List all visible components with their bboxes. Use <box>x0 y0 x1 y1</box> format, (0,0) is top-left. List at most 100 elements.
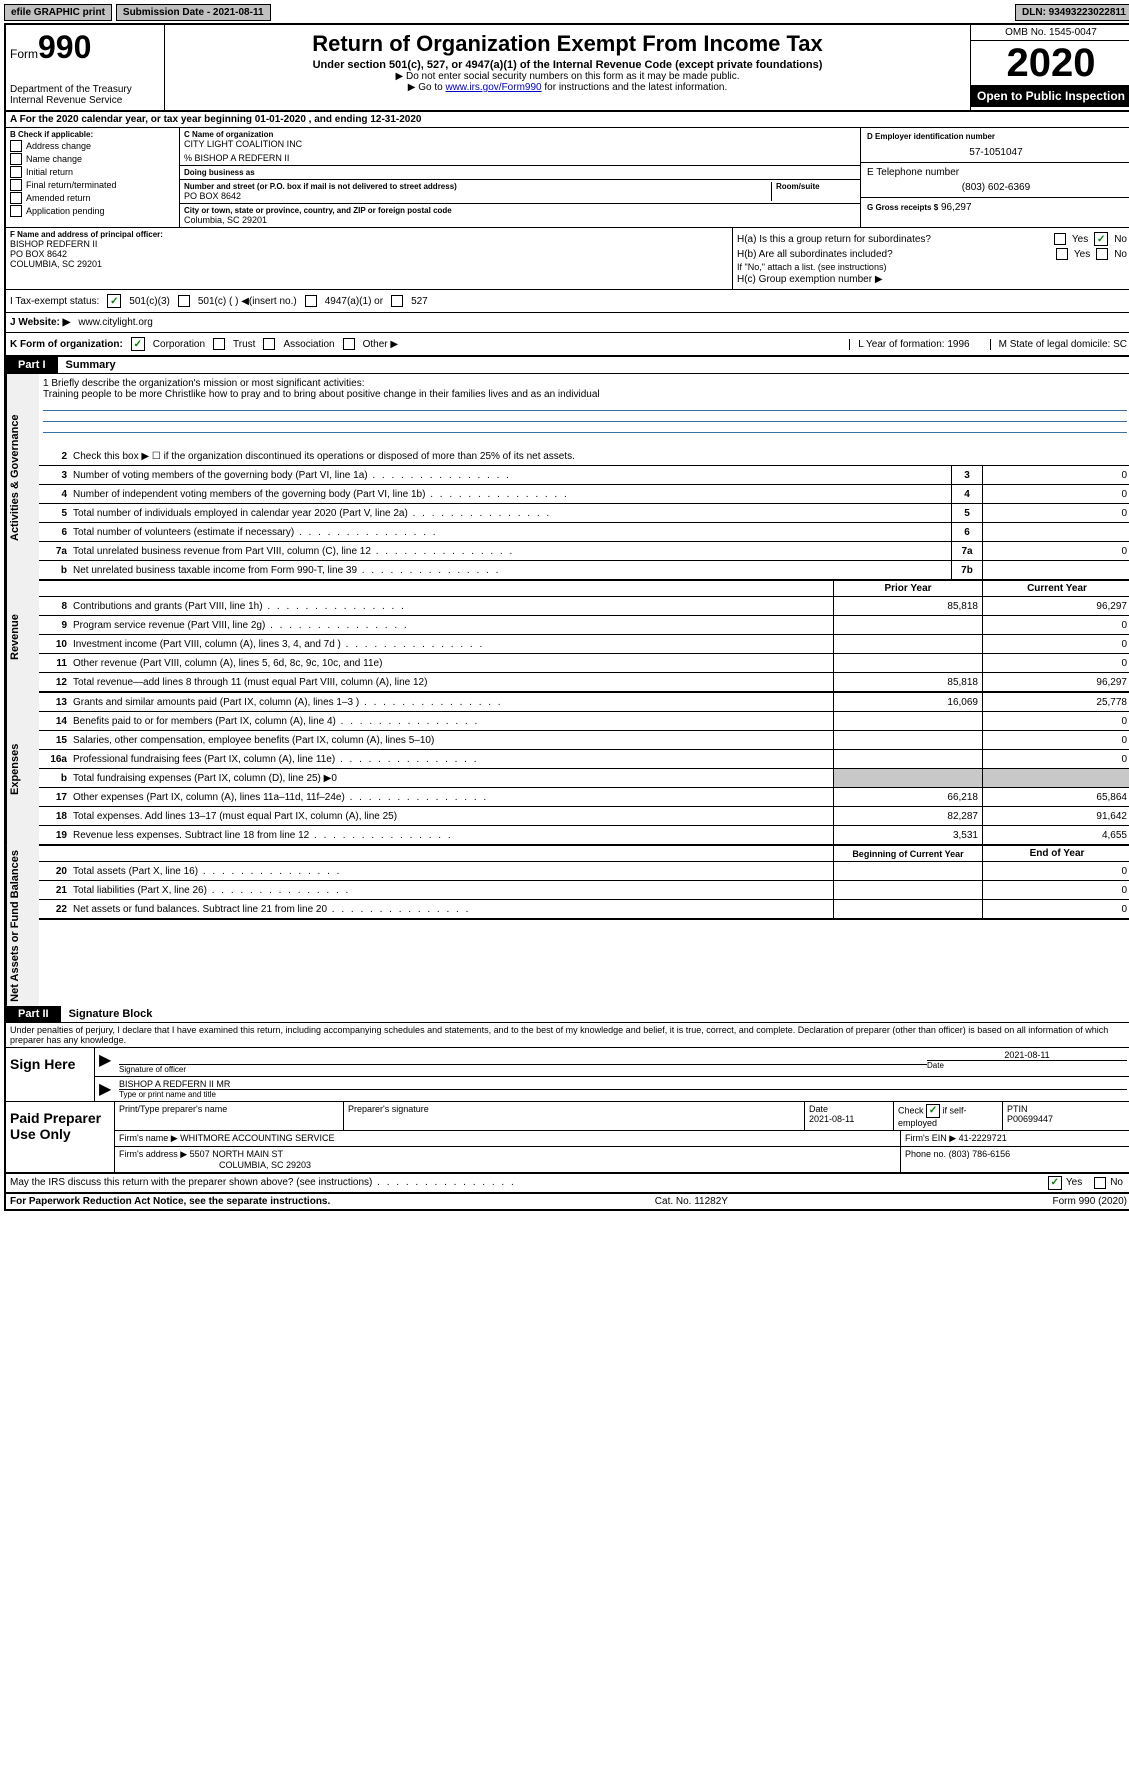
c11: 0 <box>982 654 1129 672</box>
line-8: Contributions and grants (Part VIII, lin… <box>69 599 833 614</box>
box-b: B Check if applicable: Address change Na… <box>6 128 180 227</box>
instructions-link[interactable]: www.irs.gov/Form990 <box>445 82 541 93</box>
chk-other[interactable] <box>343 338 355 350</box>
dba-label: Doing business as <box>184 168 856 177</box>
line-15: Salaries, other compensation, employee b… <box>69 733 833 748</box>
gross-label: G Gross receipts $ <box>867 203 938 212</box>
chk-corp[interactable]: ✓ <box>131 337 145 351</box>
col-beginning: Beginning of Current Year <box>833 846 982 861</box>
line-16a: Professional fundraising fees (Part IX, … <box>69 752 833 767</box>
c14: 0 <box>982 712 1129 730</box>
line-4: Number of independent voting members of … <box>69 487 951 502</box>
c10: 0 <box>982 635 1129 653</box>
paid-preparer-label: Paid Preparer Use Only <box>6 1102 115 1172</box>
revenue-block: Revenue Prior YearCurrent Year 8Contribu… <box>6 581 1129 693</box>
p16a <box>833 750 982 768</box>
discuss-no[interactable] <box>1094 1177 1106 1189</box>
chk-initial-return[interactable] <box>10 166 22 178</box>
p13: 16,069 <box>833 693 982 711</box>
department: Department of the Treasury Internal Reve… <box>10 84 160 106</box>
line-13: Grants and similar amounts paid (Part IX… <box>69 695 833 710</box>
footer-left: For Paperwork Reduction Act Notice, see … <box>10 1196 330 1207</box>
discuss-text: May the IRS discuss this return with the… <box>6 1175 1048 1190</box>
p19: 3,531 <box>833 826 982 844</box>
officer-addr1: PO BOX 8642 <box>10 249 728 259</box>
officer-addr2: COLUMBIA, SC 29201 <box>10 259 728 269</box>
chk-501c3[interactable]: ✓ <box>107 294 121 308</box>
hb-yes[interactable] <box>1056 248 1068 260</box>
k-row: K Form of organization: ✓Corporation Tru… <box>6 333 1129 357</box>
val-7b <box>983 561 1129 579</box>
form-prefix: Form <box>10 47 38 61</box>
side-net-assets: Net Assets or Fund Balances <box>6 846 39 1006</box>
k-label: K Form of organization: <box>10 339 123 350</box>
omb-number: OMB No. 1545-0047 <box>971 25 1129 41</box>
chk-application-pending[interactable] <box>10 205 22 217</box>
side-governance: Activities & Governance <box>6 374 39 581</box>
room-label: Room/suite <box>776 182 856 191</box>
chk-address-change[interactable] <box>10 140 22 152</box>
col-current: Current Year <box>982 581 1129 596</box>
dln: DLN: 93493223022811 <box>1015 4 1129 21</box>
line-7b: Net unrelated business taxable income fr… <box>69 563 951 578</box>
chk-527[interactable] <box>391 295 403 307</box>
gross-receipts: 96,297 <box>941 202 972 213</box>
p9 <box>833 616 982 634</box>
chk-501c[interactable] <box>178 295 190 307</box>
line-14: Benefits paid to or for members (Part IX… <box>69 714 833 729</box>
chk-amended[interactable] <box>10 192 22 204</box>
h-a-label: H(a) Is this a group return for subordin… <box>737 234 1048 245</box>
c16a: 0 <box>982 750 1129 768</box>
firm-ein-label: Firm's EIN ▶ <box>905 1133 956 1143</box>
care-of: % BISHOP A REDFERN II <box>184 153 856 163</box>
efile-label[interactable]: efile GRAPHIC print <box>4 4 112 21</box>
c19: 4,655 <box>982 826 1129 844</box>
p18: 82,287 <box>833 807 982 825</box>
line-9: Program service revenue (Part VIII, line… <box>69 618 833 633</box>
firm-phone: (803) 786-6156 <box>949 1149 1011 1159</box>
part-ii-tab: Part II <box>6 1006 61 1022</box>
line-21: Total liabilities (Part X, line 26) <box>69 883 833 898</box>
submission-date: Submission Date - 2021-08-11 <box>116 4 271 21</box>
city-state-zip: Columbia, SC 29201 <box>184 215 856 225</box>
tax-label: I Tax-exempt status: <box>10 296 99 307</box>
line-3: Number of voting members of the governin… <box>69 468 951 483</box>
line-10: Investment income (Part VIII, column (A)… <box>69 637 833 652</box>
year-formation: L Year of formation: 1996 <box>849 339 969 350</box>
note-ssn: ▶ Do not enter social security numbers o… <box>173 71 962 82</box>
chk-final-return[interactable] <box>10 179 22 191</box>
firm-ein: 41-2229721 <box>959 1133 1007 1143</box>
line-19: Revenue less expenses. Subtract line 18 … <box>69 828 833 843</box>
chk-name-change[interactable] <box>10 153 22 165</box>
state-domicile: M State of legal domicile: SC <box>990 339 1127 350</box>
sig-date-label: Date <box>927 1060 1127 1070</box>
website-row: J Website: ▶ www.citylight.org <box>6 313 1129 333</box>
c15: 0 <box>982 731 1129 749</box>
ha-yes[interactable] <box>1054 233 1066 245</box>
form-number: 990 <box>38 29 91 65</box>
part-ii-header: Part II Signature Block <box>6 1006 1129 1023</box>
val-7a: 0 <box>983 542 1129 560</box>
footer-right: Form 990 (2020) <box>1053 1196 1127 1207</box>
form-container: Form990 Department of the Treasury Inter… <box>4 23 1129 1211</box>
chk-assoc[interactable] <box>263 338 275 350</box>
chk-4947[interactable] <box>305 295 317 307</box>
chk-trust[interactable] <box>213 338 225 350</box>
hb-no[interactable] <box>1096 248 1108 260</box>
box-d: D Employer identification number 57-1051… <box>861 128 1129 227</box>
discuss-yes[interactable]: ✓ <box>1048 1176 1062 1190</box>
city-label: City or town, state or province, country… <box>184 206 856 215</box>
prep-date-label: Date <box>809 1104 889 1114</box>
officer-label: F Name and address of principal officer: <box>10 230 728 239</box>
officer-typed-name: BISHOP A REDFERN II MR <box>119 1079 1127 1089</box>
box-b-label: B Check if applicable: <box>10 130 175 139</box>
p14 <box>833 712 982 730</box>
line-6: Total number of volunteers (estimate if … <box>69 525 951 540</box>
c8: 96,297 <box>982 597 1129 615</box>
sign-here-label: Sign Here <box>6 1048 95 1101</box>
firm-addr2: COLUMBIA, SC 29203 <box>219 1160 896 1170</box>
ha-no[interactable]: ✓ <box>1094 232 1108 246</box>
chk-self-employed[interactable]: ✓ <box>926 1104 940 1118</box>
sig-officer-label: Signature of officer <box>119 1064 927 1074</box>
line-17: Other expenses (Part IX, column (A), lin… <box>69 790 833 805</box>
